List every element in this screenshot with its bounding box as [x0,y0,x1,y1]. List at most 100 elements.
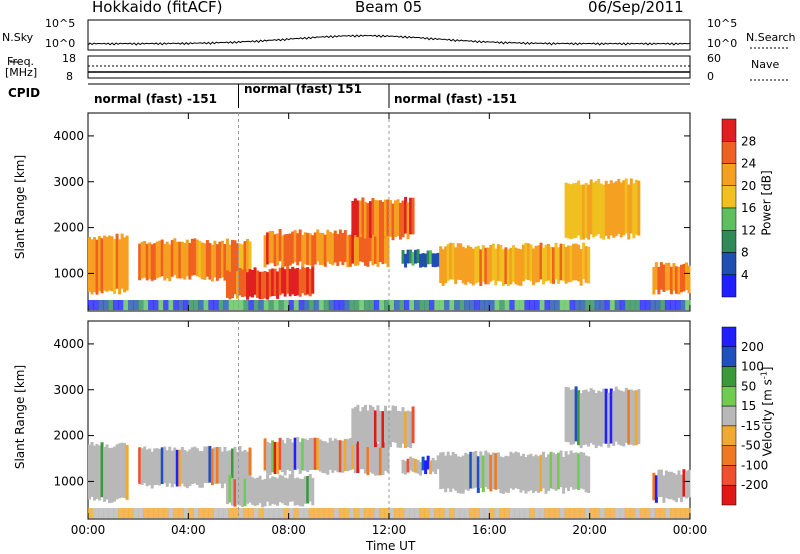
power-echo-cell [115,233,119,289]
power-echo-cell [251,269,255,298]
power-echo-cell [103,235,107,291]
power-colorbar-cell [721,274,737,298]
velocity-echo-cell [195,448,199,485]
nsky-tick-bottom: 10^0 [45,37,76,50]
velocity-echo-cell [569,389,573,445]
velocity-near-range-cell [524,508,530,519]
velocity-echo-cell [291,473,295,502]
velocity-echo-cell [406,458,410,473]
velocity-near-range-cell [358,508,365,519]
velocity-near-range-cell [138,508,144,519]
velocity-echo-cell [659,469,663,498]
velocity-echo-cell [183,449,187,487]
power-echo-cell [195,239,199,277]
velocity-near-range-cell [539,508,546,519]
velocity-echo-cell [118,443,122,499]
power-echo-cell [567,183,571,239]
power-echo-cell [436,252,440,267]
power-colorbar-tick-label: 28 [741,134,756,148]
power-echo-cell [233,240,237,277]
power-near-range-cell [323,300,330,311]
power-echo-cell [406,202,410,240]
power-echo-cell [594,180,598,236]
power-echo-cell [278,229,282,262]
velocity-echo-cell [376,405,380,442]
power-echo-cell [331,233,335,266]
velocity-echo-cell [404,460,408,475]
power-echo-cell [228,244,232,282]
power-near-range-cell [113,300,119,311]
power-echo-cell [509,247,513,285]
cpid-segment-2: normal (fast) 151 [244,82,362,96]
velocity-near-range-cell [198,508,204,519]
power-near-range-cell [338,300,345,311]
freq-label-line2: [MHz] [5,66,38,79]
power-echo-cell [567,245,571,283]
power-echo-cell [383,231,387,264]
power-echo-cell [679,264,683,293]
velocity-echo-cell [333,438,337,471]
power-echo-cell [336,234,340,267]
velocity-echo-cell [529,453,533,491]
power-echo-cell [256,270,260,298]
velocity-echo-cell [366,443,370,476]
velocity-echo-cell [180,446,184,484]
power-echo-cell [609,180,613,236]
power-echo-cell [547,243,551,281]
power-near-range-cell [634,300,641,311]
power-colorbar-tick-label: 8 [741,246,749,260]
velocity-echo-cell [88,444,92,500]
velocity-near-range-cell [429,508,435,519]
velocity-echo-cell [414,458,418,473]
power-echo-cell [394,200,398,238]
power-near-range-cell [303,300,310,311]
power-ytick-label: 3000 [53,175,84,189]
power-echo-cell [273,234,277,267]
velocity-echo-cell [168,446,172,484]
power-near-range-cell [454,300,460,311]
velocity-echo-cell [637,389,641,445]
power-echo-cell [110,236,114,292]
velocity-near-range-cell [248,508,255,519]
power-echo-cell [286,266,290,294]
velocity-echo-cell [160,447,164,484]
velocity-echo-cell [664,470,668,498]
velocity-echo-cell [343,438,347,472]
velocity-echo-cell [235,477,239,505]
power-near-range-cell [313,300,320,311]
power-echo-cell [577,180,581,236]
power-echo-cell [529,244,533,282]
power-near-range-cell [549,300,556,311]
velocity-echo-cell [188,449,192,487]
velocity-echo-cell [366,410,370,448]
velocity-echo-cell [501,457,505,494]
x-tick-label: 20:00 [572,523,607,537]
velocity-colorbar-cell [721,386,737,407]
power-colorbar-tick-label: 24 [741,157,756,171]
power-near-range-cell [404,300,410,311]
velocity-echo-cell [499,456,503,494]
power-near-range-cell [394,300,400,311]
velocity-echo-cell [509,451,513,489]
velocity-echo-cell [105,444,109,500]
power-echo-cell [296,233,300,266]
power-near-range-cell [353,300,360,311]
velocity-echo-cell [577,390,581,446]
velocity-echo-cell [436,455,440,470]
velocity-echo-cell [394,406,398,443]
power-echo-cell [241,244,245,281]
power-echo-cell [376,200,380,238]
velocity-echo-cell [303,438,307,471]
power-echo-cell [208,242,212,280]
power-echo-cell [441,249,445,286]
power-echo-cell [484,247,488,285]
power-echo-cell [321,232,325,266]
power-near-range-cell [318,300,325,311]
power-echo-cell [677,266,681,295]
velocity-near-range-cell [569,508,576,519]
power-echo-cell [511,245,515,282]
power-near-range-cell [133,300,139,311]
velocity-echo-cell [474,450,478,488]
power-echo-cell [602,184,606,240]
power-echo-cell [406,249,410,264]
